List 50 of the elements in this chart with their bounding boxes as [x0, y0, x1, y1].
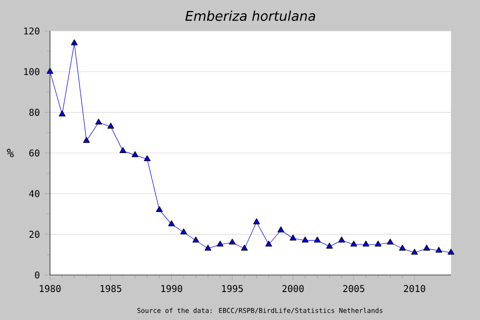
x-tick-label: 2000: [282, 285, 304, 292]
point: [436, 246, 442, 253]
y-tick-label: 40: [29, 190, 40, 198]
point: [83, 136, 90, 143]
y-tick-label: 120: [24, 27, 40, 35]
point: [241, 244, 248, 251]
point: [265, 240, 272, 247]
point: [399, 244, 406, 251]
point: [362, 240, 370, 247]
y-tick-label: 0: [34, 271, 40, 279]
point: [386, 238, 394, 245]
point: [253, 218, 260, 224]
point: [192, 236, 200, 242]
chart-title: Emberiza hortulana: [185, 10, 316, 21]
point: [204, 244, 212, 251]
y-tick-label: 100: [24, 68, 40, 76]
point: [58, 110, 66, 116]
point: [132, 151, 138, 158]
x-tick-label: 2010: [404, 285, 426, 292]
x-tick-label: 1995: [222, 285, 243, 292]
point: [374, 240, 382, 247]
point: [228, 238, 236, 245]
y-tick-label: 20: [29, 230, 40, 238]
x-tick-label: 2005: [343, 285, 364, 292]
point: [168, 220, 175, 226]
y-tick-label: 80: [29, 108, 40, 116]
y-axis-title: %: [6, 148, 14, 158]
x-tick-label: 1985: [100, 285, 122, 292]
point: [314, 236, 321, 242]
point: [448, 248, 454, 255]
point: [411, 248, 418, 255]
x-tick-label: 1990: [161, 285, 182, 292]
point: [180, 228, 188, 234]
point: [95, 118, 102, 125]
point: [216, 240, 224, 247]
point: [326, 242, 333, 249]
point: [302, 236, 309, 242]
point: [338, 236, 345, 242]
point: [46, 68, 54, 74]
point: [144, 155, 151, 162]
point: [350, 240, 358, 247]
point: [290, 234, 296, 240]
point: [120, 147, 126, 154]
point: [423, 244, 430, 251]
point: [70, 39, 78, 46]
y-tick-label: 60: [29, 149, 40, 157]
point: [107, 122, 114, 129]
point: [278, 226, 284, 232]
x-tick-label: 1980: [40, 285, 61, 292]
point: [156, 206, 163, 212]
